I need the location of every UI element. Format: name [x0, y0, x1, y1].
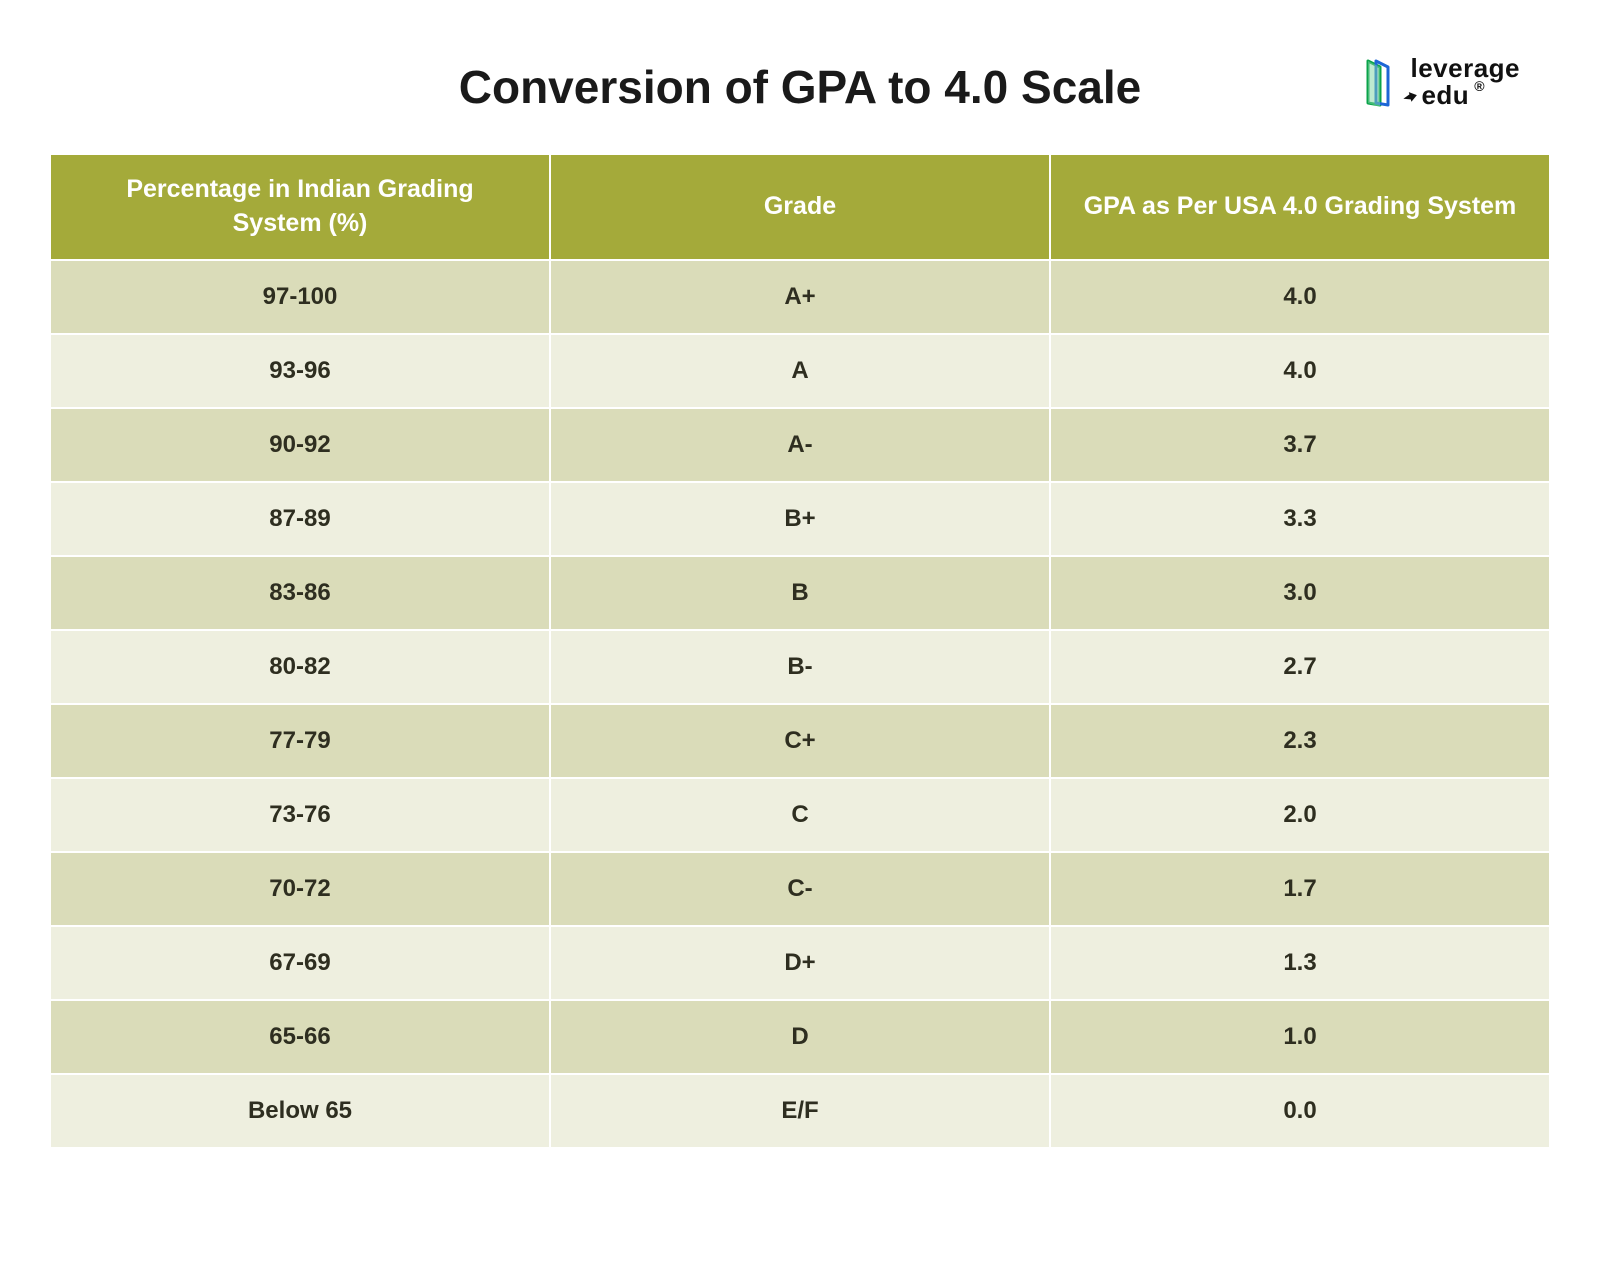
table-row: 67-69D+1.3	[50, 926, 1550, 1000]
cell-gpa: 3.0	[1050, 556, 1550, 630]
brand-logo: leverage edu ®	[1362, 55, 1520, 114]
cell-gpa: 2.3	[1050, 704, 1550, 778]
cell-gpa: 3.7	[1050, 408, 1550, 482]
cell-grade: C+	[550, 704, 1050, 778]
cell-grade: A-	[550, 408, 1050, 482]
cell-grade: D	[550, 1000, 1050, 1074]
cell-percentage: Below 65	[50, 1074, 550, 1148]
table-header-row: Percentage in Indian Grading System (%) …	[50, 154, 1550, 260]
cell-grade: A	[550, 334, 1050, 408]
column-header-grade: Grade	[550, 154, 1050, 260]
cell-gpa: 2.0	[1050, 778, 1550, 852]
table-row: Below 65E/F0.0	[50, 1074, 1550, 1148]
logo-mark-icon	[1362, 55, 1404, 114]
logo-text-top: leverage	[1410, 55, 1520, 82]
logo-text-bottom: edu	[1421, 82, 1469, 109]
cell-percentage: 90-92	[50, 408, 550, 482]
cell-percentage: 77-79	[50, 704, 550, 778]
table-row: 83-86B3.0	[50, 556, 1550, 630]
cell-percentage: 80-82	[50, 630, 550, 704]
cell-grade: D+	[550, 926, 1050, 1000]
table-row: 90-92A-3.7	[50, 408, 1550, 482]
cell-gpa: 3.3	[1050, 482, 1550, 556]
column-header-gpa: GPA as Per USA 4.0 Grading System	[1050, 154, 1550, 260]
page-title: Conversion of GPA to 4.0 Scale	[459, 60, 1142, 114]
table-body: 97-100A+4.093-96A4.090-92A-3.787-89B+3.3…	[50, 260, 1550, 1148]
logo-text: leverage edu ®	[1410, 55, 1520, 110]
paper-plane-icon	[1409, 90, 1418, 101]
table-row: 87-89B+3.3	[50, 482, 1550, 556]
cell-grade: B-	[550, 630, 1050, 704]
cell-grade: E/F	[550, 1074, 1050, 1148]
cell-percentage: 87-89	[50, 482, 550, 556]
cell-percentage: 73-76	[50, 778, 550, 852]
cell-grade: C	[550, 778, 1050, 852]
table-row: 97-100A+4.0	[50, 260, 1550, 334]
table-row: 65-66D1.0	[50, 1000, 1550, 1074]
cell-gpa: 4.0	[1050, 334, 1550, 408]
column-header-percentage: Percentage in Indian Grading System (%)	[50, 154, 550, 260]
gpa-conversion-table: Percentage in Indian Grading System (%) …	[50, 154, 1550, 1148]
cell-percentage: 83-86	[50, 556, 550, 630]
cell-gpa: 2.7	[1050, 630, 1550, 704]
cell-gpa: 0.0	[1050, 1074, 1550, 1148]
cell-gpa: 1.7	[1050, 852, 1550, 926]
cell-grade: B+	[550, 482, 1050, 556]
cell-percentage: 97-100	[50, 260, 550, 334]
cell-grade: A+	[550, 260, 1050, 334]
header: Conversion of GPA to 4.0 Scale leverage …	[50, 60, 1550, 114]
cell-percentage: 65-66	[50, 1000, 550, 1074]
table-row: 70-72C-1.7	[50, 852, 1550, 926]
cell-percentage: 93-96	[50, 334, 550, 408]
table-row: 93-96A4.0	[50, 334, 1550, 408]
cell-grade: B	[550, 556, 1050, 630]
table-row: 77-79C+2.3	[50, 704, 1550, 778]
cell-gpa: 1.3	[1050, 926, 1550, 1000]
table-row: 73-76C2.0	[50, 778, 1550, 852]
cell-gpa: 4.0	[1050, 260, 1550, 334]
cell-grade: C-	[550, 852, 1050, 926]
cell-gpa: 1.0	[1050, 1000, 1550, 1074]
registered-mark: ®	[1474, 79, 1484, 94]
table-row: 80-82B-2.7	[50, 630, 1550, 704]
cell-percentage: 67-69	[50, 926, 550, 1000]
cell-percentage: 70-72	[50, 852, 550, 926]
